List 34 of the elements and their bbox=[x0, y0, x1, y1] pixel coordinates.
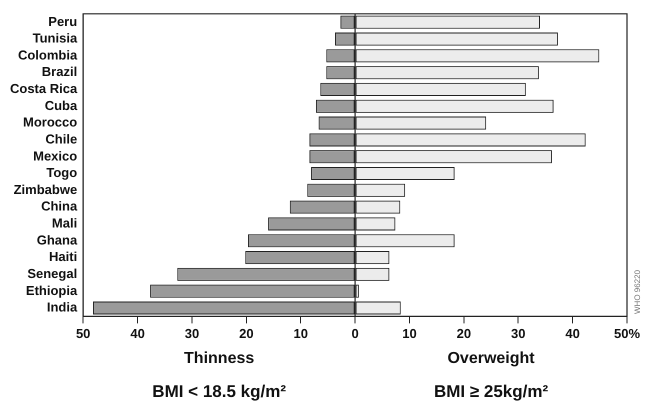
x-tick-label: 40 bbox=[565, 326, 580, 341]
y-tick-label: Brazil bbox=[42, 64, 78, 80]
text: Thinness bbox=[184, 350, 254, 368]
y-tick-label: Colombia bbox=[18, 47, 78, 62]
y-tick-label: Morocco bbox=[23, 114, 78, 130]
x-tick-label: 0 bbox=[351, 326, 359, 341]
x-tick-label: 30 bbox=[184, 326, 200, 341]
x-tick-label: 20 bbox=[456, 326, 472, 341]
x-tick-label: 10 bbox=[293, 326, 308, 341]
x-tick-label: 40 bbox=[130, 326, 145, 341]
x-tick-label: 50% bbox=[614, 326, 640, 341]
text: BMI < 18.5 kg/m² bbox=[152, 382, 286, 402]
text: WHO 96220 bbox=[633, 270, 642, 314]
y-tick-label: Mexico bbox=[33, 148, 78, 164]
y-tick-label: Ethiopia bbox=[26, 282, 78, 298]
y-tick-label: Mali bbox=[52, 216, 78, 231]
y-tick-label: China bbox=[41, 198, 78, 214]
y-tick-label: Peru bbox=[48, 14, 78, 29]
x-tick-label: 20 bbox=[239, 326, 254, 341]
y-tick-label: Zimbabwe bbox=[14, 182, 78, 197]
y-tick-label: Cuba bbox=[44, 98, 78, 113]
y-tick-label: Haiti bbox=[49, 249, 78, 264]
y-tick-label: Chile bbox=[45, 131, 78, 146]
y-tick-label: Togo bbox=[46, 165, 78, 180]
x-tick-label: 50 bbox=[76, 326, 90, 341]
y-tick-label: Costa Rica bbox=[10, 81, 78, 96]
text: Overweight bbox=[447, 350, 535, 368]
x-tick-label: 30 bbox=[511, 326, 526, 341]
x-tick-label: 10 bbox=[402, 326, 417, 341]
text: BMI ≥ 25kg/m² bbox=[434, 382, 548, 402]
y-tick-label: Senegal bbox=[27, 266, 78, 281]
y-tick-label: India bbox=[46, 300, 78, 315]
y-tick-label: Ghana bbox=[36, 232, 78, 248]
y-tick-label: Tunisia bbox=[32, 30, 78, 46]
